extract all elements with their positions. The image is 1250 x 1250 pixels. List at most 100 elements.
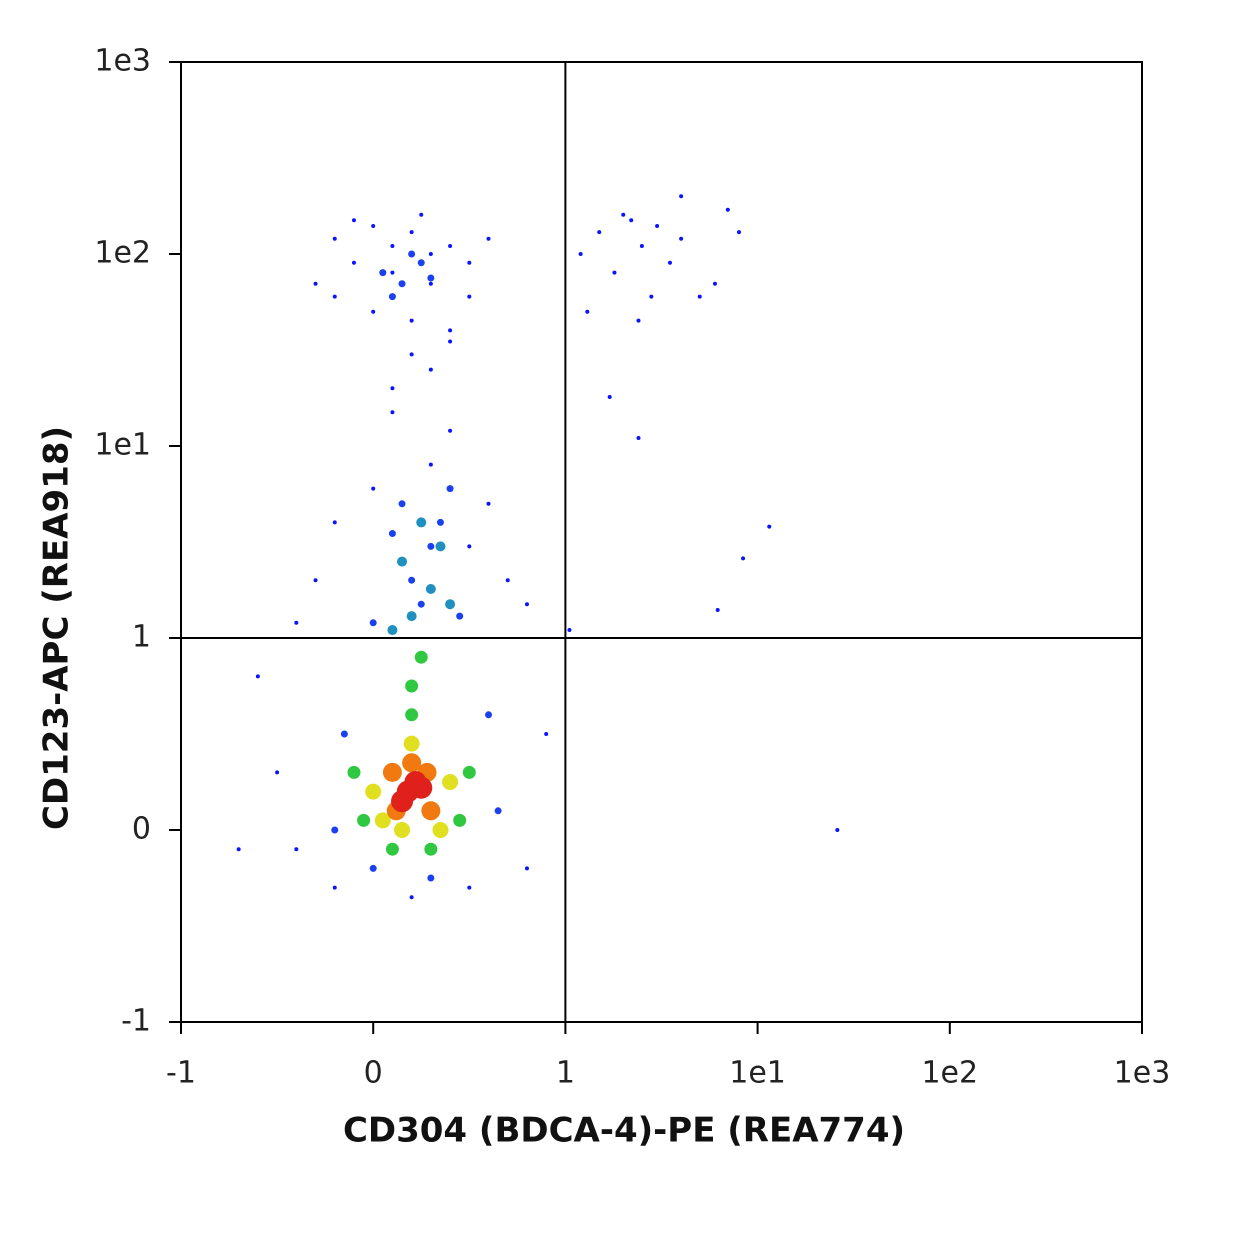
- point: [453, 813, 467, 827]
- point: [424, 842, 438, 856]
- point: [275, 770, 280, 775]
- point: [414, 650, 428, 664]
- point: [446, 485, 454, 493]
- point: [394, 822, 411, 838]
- point: [294, 847, 299, 852]
- point: [410, 776, 433, 799]
- point: [448, 339, 453, 344]
- point: [567, 628, 572, 633]
- point: [445, 599, 456, 610]
- point: [390, 386, 395, 391]
- point: [390, 244, 395, 249]
- point: [313, 281, 318, 286]
- point: [236, 847, 241, 852]
- point: [419, 212, 424, 217]
- point: [391, 790, 414, 813]
- point: [435, 541, 446, 552]
- point: [255, 674, 260, 679]
- point: [462, 765, 476, 779]
- point: [649, 294, 654, 299]
- point: [679, 236, 684, 241]
- point: [607, 394, 612, 399]
- point: [467, 885, 472, 890]
- point: [442, 774, 459, 790]
- point: [405, 679, 419, 693]
- x-tick-label: 1e2: [921, 1056, 978, 1091]
- y-tick-label: 1e2: [94, 236, 151, 271]
- point: [347, 765, 361, 779]
- point: [428, 252, 433, 256]
- point: [374, 812, 391, 829]
- x-tick-label: 0: [364, 1056, 383, 1091]
- x-axis-title: CD304 (BDCA-4)-PE (REA774): [343, 1111, 905, 1151]
- point: [351, 260, 356, 265]
- point: [365, 783, 382, 800]
- point: [636, 436, 641, 441]
- point: [679, 194, 684, 199]
- point: [725, 207, 730, 212]
- point: [639, 244, 644, 249]
- y-tick-label: 1e1: [94, 428, 151, 463]
- point: [597, 230, 602, 235]
- point: [427, 274, 435, 282]
- point: [421, 801, 441, 821]
- point: [409, 895, 414, 900]
- point: [340, 730, 348, 738]
- point: [448, 328, 453, 333]
- point: [351, 218, 356, 223]
- point: [585, 309, 590, 314]
- point: [612, 270, 617, 275]
- point: [390, 270, 395, 275]
- point: [402, 753, 422, 773]
- point: [382, 762, 402, 782]
- point: [425, 583, 436, 594]
- point: [388, 530, 396, 538]
- point: [427, 542, 435, 550]
- point: [736, 230, 741, 235]
- point: [629, 218, 634, 223]
- point: [408, 576, 416, 584]
- point: [505, 578, 510, 583]
- point: [409, 230, 414, 235]
- x-tick-label: 1e3: [1114, 1056, 1171, 1091]
- point: [385, 842, 399, 856]
- point: [486, 236, 491, 241]
- point: [621, 212, 626, 217]
- point: [294, 620, 299, 625]
- point: [467, 260, 472, 265]
- point: [371, 486, 376, 491]
- x-tick-label: 1: [556, 1056, 575, 1091]
- x-tick-label: 1e1: [729, 1056, 786, 1091]
- point: [369, 619, 377, 627]
- y-tick-label: -1: [121, 1004, 151, 1039]
- point: [636, 318, 641, 323]
- point: [332, 236, 337, 241]
- point: [427, 874, 435, 882]
- point: [448, 244, 453, 249]
- points: [236, 194, 840, 900]
- point: [409, 352, 414, 357]
- point: [403, 735, 420, 752]
- point: [390, 410, 395, 415]
- point: [697, 294, 702, 299]
- point: [486, 501, 491, 506]
- point: [715, 607, 720, 612]
- point: [332, 294, 337, 299]
- point: [835, 828, 840, 832]
- point: [655, 223, 660, 228]
- point: [524, 602, 529, 607]
- point: [313, 578, 318, 583]
- point: [416, 517, 427, 528]
- y-axis-title: CD123-APC (REA918): [37, 426, 77, 830]
- point: [398, 280, 406, 288]
- point: [388, 293, 396, 301]
- point: [428, 367, 433, 372]
- point: [409, 318, 414, 323]
- point: [432, 822, 449, 838]
- point: [544, 732, 549, 736]
- point: [456, 612, 464, 620]
- point: [428, 462, 433, 467]
- point: [485, 711, 493, 719]
- point: [332, 885, 337, 890]
